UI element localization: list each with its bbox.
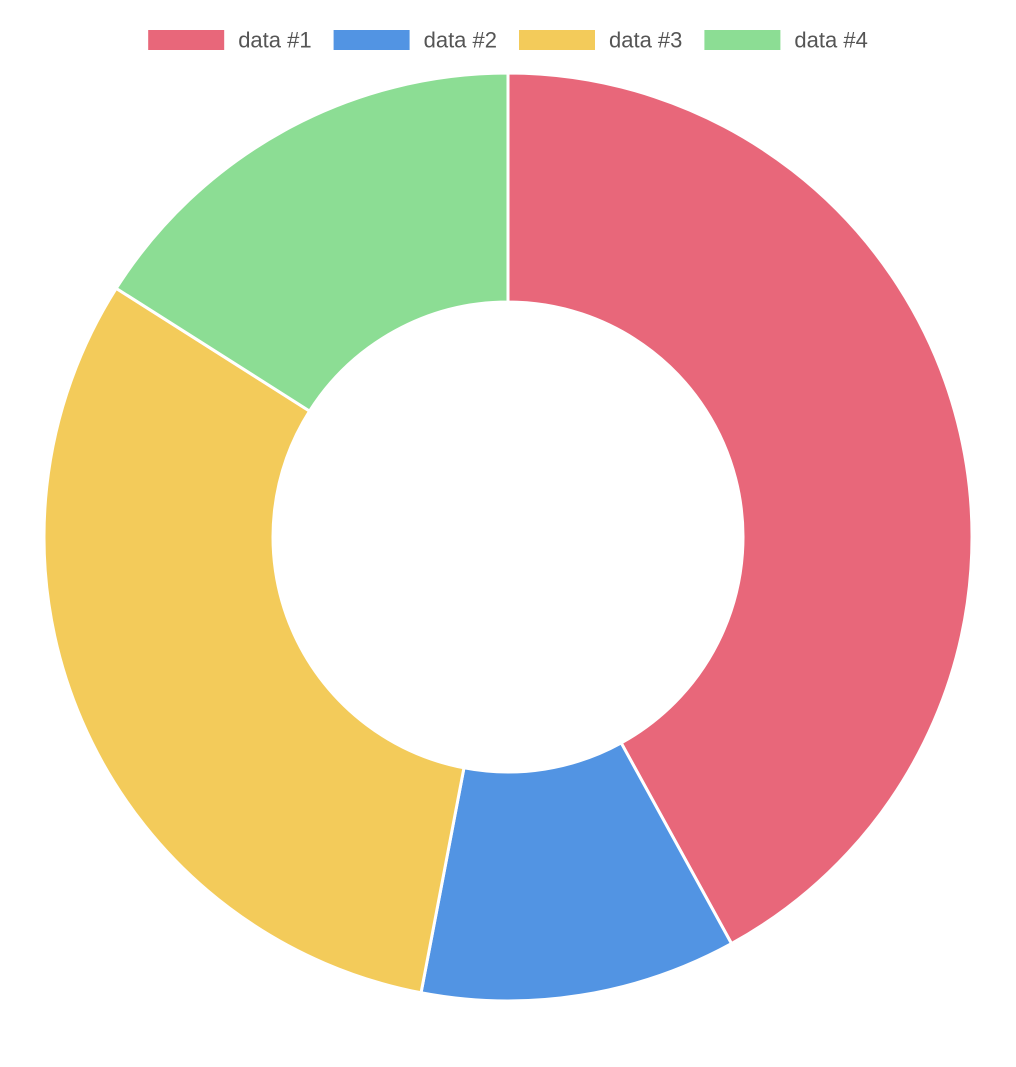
slice-data-3[interactable] <box>42 286 466 995</box>
slice-data-4[interactable] <box>114 71 510 413</box>
legend-label: data #4 <box>794 28 867 53</box>
legend-swatch <box>704 30 781 50</box>
legend: data #1 data #2 data #3 data #4 <box>148 28 868 53</box>
legend-item-data-3[interactable]: data #3 <box>519 28 682 53</box>
legend-item-data-2[interactable]: data #2 <box>333 28 497 53</box>
legend-label: data #1 <box>238 28 311 53</box>
legend-label: data #3 <box>609 28 682 53</box>
legend-swatch <box>333 30 410 50</box>
legend-swatch <box>519 30 595 50</box>
legend-item-data-4[interactable]: data #4 <box>704 28 868 53</box>
doughnut-slices <box>42 71 974 1003</box>
legend-item-data-1[interactable]: data #1 <box>148 28 312 53</box>
legend-swatch <box>148 30 225 50</box>
slice-data-2[interactable] <box>419 741 734 1003</box>
legend-label: data #2 <box>424 28 497 53</box>
slice-data-1[interactable] <box>506 71 974 946</box>
